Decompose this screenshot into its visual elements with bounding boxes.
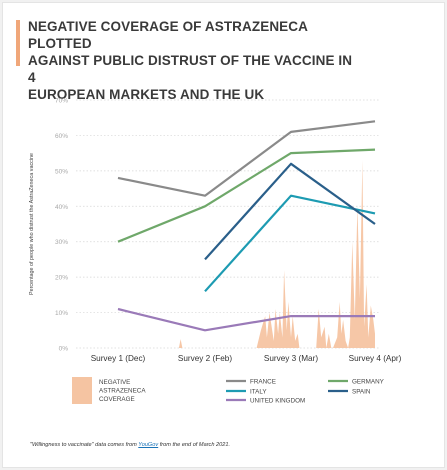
legend-label-coverage-part: ASTRAZENECA (99, 388, 146, 395)
legend-label-coverage-part: COVERAGE (99, 396, 135, 403)
yougov-link[interactable]: YouGov (138, 442, 159, 448)
y-tick-label: 50% (55, 168, 68, 175)
chart-title-line-3: EUROPEAN MARKETS AND THE UK (28, 87, 265, 102)
chart-title-line-2: AGAINST PUBLIC DISTRUST OF THE VACCINE I… (28, 53, 353, 85)
legend-label-italy: ITALY (250, 388, 267, 395)
legend-label-germany: GERMANY (352, 378, 385, 385)
series-line-germany (117, 148, 376, 243)
y-tick-label: 20% (55, 275, 68, 282)
legend-label-france: FRANCE (250, 378, 276, 385)
y-tick-label: 70% (55, 98, 68, 105)
y-tick-label: 60% (55, 133, 68, 140)
coverage-area (178, 160, 375, 348)
series-line-italy (204, 194, 376, 293)
x-tick-label: Survey 3 (Mar) (264, 354, 318, 363)
x-tick-label: Survey 1 (Dec) (91, 354, 146, 363)
footnote: "Willingness to vaccinate" data comes fr… (30, 442, 230, 448)
chart-title: NEGATIVE COVERAGE OF ASTRAZENECA PLOTTED… (28, 18, 358, 103)
x-tick-label: Survey 2 (Feb) (178, 354, 232, 363)
footnote-suffix: from the end of March 2021. (158, 442, 231, 448)
y-axis-label: Percentage of people who distrust the As… (29, 153, 35, 295)
legend-swatch-coverage (72, 377, 92, 404)
series-line-spain (204, 162, 376, 261)
y-tick-label: 10% (55, 310, 68, 317)
series-line-united-kingdom (117, 307, 375, 332)
x-tick-label: Survey 4 (Apr) (349, 354, 402, 363)
legend-label-coverage-part: NEGATIVE (99, 379, 130, 386)
y-tick-label: 0% (59, 346, 69, 353)
y-tick-label: 30% (55, 239, 68, 246)
series-line-france (117, 120, 376, 197)
legend-label-spain: SPAIN (352, 388, 371, 395)
chart-title-line-1: NEGATIVE COVERAGE OF ASTRAZENECA PLOTTED (28, 19, 308, 51)
title-accent-bar (16, 20, 20, 66)
y-tick-label: 40% (55, 204, 68, 211)
legend-label-united-kingdom: UNITED KINGDOM (250, 397, 305, 404)
footnote-prefix: "Willingness to vaccinate" data comes fr… (30, 442, 139, 448)
